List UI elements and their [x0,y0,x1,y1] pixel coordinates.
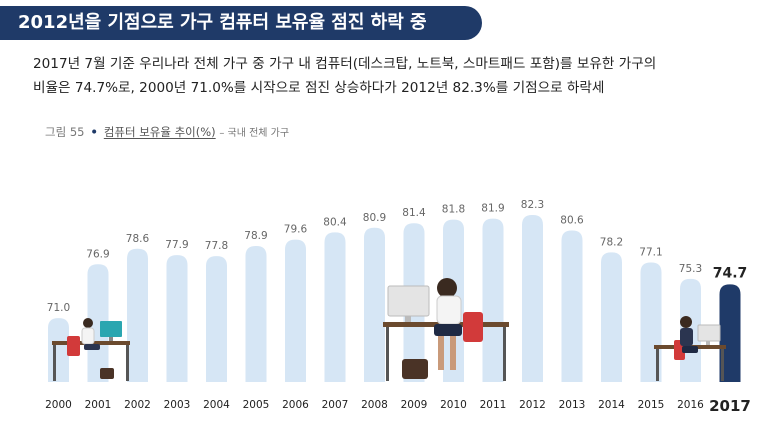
person-head [437,278,457,298]
x-tick-label-2001: 2001 [85,399,112,411]
chair-icon [67,336,80,356]
person-legs [434,324,462,336]
bar-2008 [364,227,385,382]
bar-2012 [522,215,543,382]
value-label-2005: 78.9 [244,230,267,242]
x-tick-label-2010: 2010 [440,399,467,411]
bar-2013 [561,230,583,382]
x-tick-label-2011: 2011 [480,399,507,411]
value-label-2006: 79.6 [284,224,308,236]
x-tick-label-2012: 2012 [519,399,546,411]
small-desk-illustration [52,318,130,381]
x-tick-label-2005: 2005 [243,399,270,411]
person-head [83,318,93,328]
desk-leg [503,327,506,381]
x-tick-label-2009: 2009 [401,399,428,411]
x-tick-label-2017: 2017 [709,397,751,415]
bar-2007 [324,232,346,382]
monitor-stand [109,337,113,341]
figure-caption-sub: – 국내 전체 가구 [219,128,290,139]
bar-2002 [127,248,148,382]
desk-leg [721,349,724,381]
value-label-2000: 71.0 [47,302,70,314]
desk-leg [53,345,56,381]
chair-icon [463,312,483,342]
bar-2001 [87,264,109,382]
value-labels-group: 71.0 76.9 78.6 77.9 77.8 78.9 79.6 80.4 80.9 81.4… [47,199,747,314]
value-label-2008: 80.9 [363,212,386,224]
right-desk-illustration [654,316,726,381]
bar-2005 [245,246,267,382]
figure-caption-title: 컴퓨터 보유율 추이(%) [103,125,216,139]
monitor-icon [697,324,721,342]
bar-2004 [206,256,227,382]
x-tick-labels-group: 2000 2001 2002 2003 2004 2005 2006 2007 2008 2009… [45,397,751,415]
large-desk-illustration [383,278,509,381]
page-title: 2012년을 기점으로 가구 컴퓨터 보유율 점진 하락 중 [0,6,482,40]
person-body [680,328,693,346]
value-label-2003: 77.9 [165,239,188,251]
value-label-2013: 80.6 [560,215,584,227]
bar-2006 [285,239,306,382]
x-tick-label-2015: 2015 [638,399,665,411]
person-legs [84,344,100,350]
x-tick-label-2006: 2006 [282,399,309,411]
value-label-2010: 81.8 [442,204,465,216]
value-label-2002: 78.6 [126,233,150,245]
x-tick-label-2008: 2008 [361,399,388,411]
desk-leg [126,345,129,381]
person-head [680,316,692,328]
person-leg [450,336,456,370]
value-label-2012: 82.3 [521,199,544,211]
value-label-2016: 75.3 [679,263,702,275]
person-body [436,295,462,325]
bar-2017 [719,284,741,382]
value-label-2001: 76.9 [86,248,109,260]
value-label-2014: 78.2 [600,236,623,248]
value-label-2009: 81.4 [402,207,426,219]
bag-icon [402,359,428,379]
x-tick-label-2014: 2014 [598,399,625,411]
value-label-2011: 81.9 [481,203,504,215]
value-label-2004: 77.8 [205,240,228,252]
value-label-2017: 74.7 [713,265,748,281]
monitor-stand [405,316,411,322]
person-leg [438,336,444,370]
bar-2003 [166,255,188,382]
bar-2011 [482,218,504,382]
person-body [81,327,95,345]
monitor-icon [100,321,122,337]
x-tick-label-2002: 2002 [124,399,151,411]
x-tick-label-2016: 2016 [677,399,704,411]
monitor-icon [387,285,430,317]
x-tick-label-2000: 2000 [45,399,72,411]
x-tick-label-2004: 2004 [203,399,230,411]
desk-leg [386,327,389,381]
value-label-2015: 77.1 [639,246,662,258]
monitor-stand [706,341,710,345]
figure-number: 그림 55 [45,125,85,139]
bullet-icon: • [90,125,98,139]
figure-caption: 그림 55 • 컴퓨터 보유율 추이(%) – 국내 전체 가구 [45,124,289,140]
description-line-2: 비율은 74.7%로, 2000년 71.0%를 시작으로 점진 상승하다가 2… [33,80,605,96]
description-line-1: 2017년 7월 기준 우리나라 전체 가구 중 가구 내 컴퓨터(데스크탑, … [33,56,657,72]
value-label-2007: 80.4 [323,216,347,228]
bag-icon [100,368,114,379]
description: 2017년 7월 기준 우리나라 전체 가구 중 가구 내 컴퓨터(데스크탑, … [33,52,763,100]
x-tick-label-2003: 2003 [164,399,191,411]
desk-leg [656,349,659,381]
bar-2014 [601,252,622,382]
x-tick-label-2013: 2013 [559,399,586,411]
x-tick-label-2007: 2007 [322,399,349,411]
bar-2000 [48,318,69,382]
person-legs [682,346,698,353]
